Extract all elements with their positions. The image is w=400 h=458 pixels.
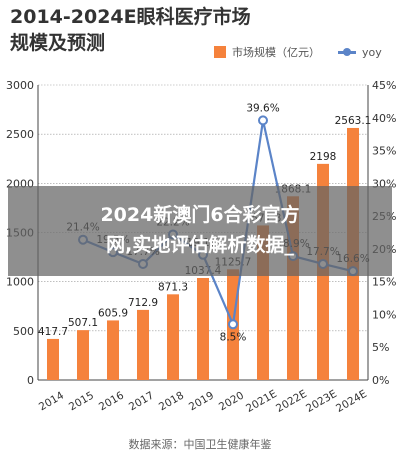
bar-value-label: 605.9 xyxy=(98,307,128,319)
bar-value-label: 2198 xyxy=(310,151,337,163)
y-right-tick-label: 45% xyxy=(372,79,396,92)
legend-line-label: yoy xyxy=(362,45,382,59)
y-left-tick-label: 2500 xyxy=(6,128,34,141)
legend-bar-swatch xyxy=(214,46,226,58)
x-tick-label: 2014 xyxy=(37,389,66,413)
bar-value-label: 871.3 xyxy=(158,281,188,293)
x-tick-label: 2016 xyxy=(97,389,126,413)
data-source: 数据来源：中国卫生健康年鉴 xyxy=(128,438,272,451)
x-tick-label: 2024E xyxy=(334,388,369,415)
yoy-point xyxy=(228,319,238,330)
bar xyxy=(107,320,119,380)
bar-value-label: 507.1 xyxy=(68,317,98,329)
y-right-tick-label: 0% xyxy=(372,374,389,387)
x-tick-label: 2018 xyxy=(157,390,186,414)
watermark-overlay: 2024新澳门6合彩官方 网,实地评估解析数据_ xyxy=(8,186,392,276)
y-left-tick-label: 500 xyxy=(13,325,34,338)
y-right-tick-label: 5% xyxy=(372,341,389,354)
y-right-tick-label: 15% xyxy=(372,276,396,289)
x-tick-label: 2021E xyxy=(244,388,279,415)
bar xyxy=(167,294,179,380)
overlay-line-2: 网,实地评估解析数据_ xyxy=(106,234,294,256)
x-tick-label: 2019 xyxy=(187,390,216,414)
y-left-tick-label: 0 xyxy=(27,374,34,387)
y-left-tick-label: 1000 xyxy=(6,276,34,289)
legend-line-swatch xyxy=(338,47,356,56)
overlay-line-1: 2024新澳门6合彩官方 xyxy=(100,204,300,226)
x-tick-label: 2023E xyxy=(304,388,339,415)
bar-value-label: 712.9 xyxy=(128,297,158,309)
legend: 市场规模（亿元） yoy xyxy=(214,44,382,60)
bar xyxy=(137,309,149,380)
bar-value-label: 2563.1 xyxy=(335,115,372,127)
bar xyxy=(197,277,209,380)
bar xyxy=(47,338,59,380)
x-tick-label: 2022E xyxy=(274,388,309,415)
x-tick-label: 2020 xyxy=(217,390,246,414)
y-right-tick-label: 35% xyxy=(372,145,396,158)
bar-value-label: 417.7 xyxy=(38,326,68,338)
legend-bar-label: 市场规模（亿元） xyxy=(232,46,320,59)
chart-subtitle: 规模及预测 xyxy=(10,32,106,54)
x-tick-label: 2015 xyxy=(67,390,96,414)
yoy-value-label: 8.5% xyxy=(220,331,247,343)
yoy-value-label: 39.6% xyxy=(246,102,279,114)
yoy-point xyxy=(258,115,268,126)
y-right-tick-label: 40% xyxy=(372,112,396,125)
bar xyxy=(77,330,89,380)
y-left-tick-label: 3000 xyxy=(6,79,34,92)
x-tick-label: 2017 xyxy=(127,390,156,414)
chart-title: 2014-2024E眼科医疗市场 xyxy=(10,6,251,28)
y-right-tick-label: 10% xyxy=(372,308,396,321)
